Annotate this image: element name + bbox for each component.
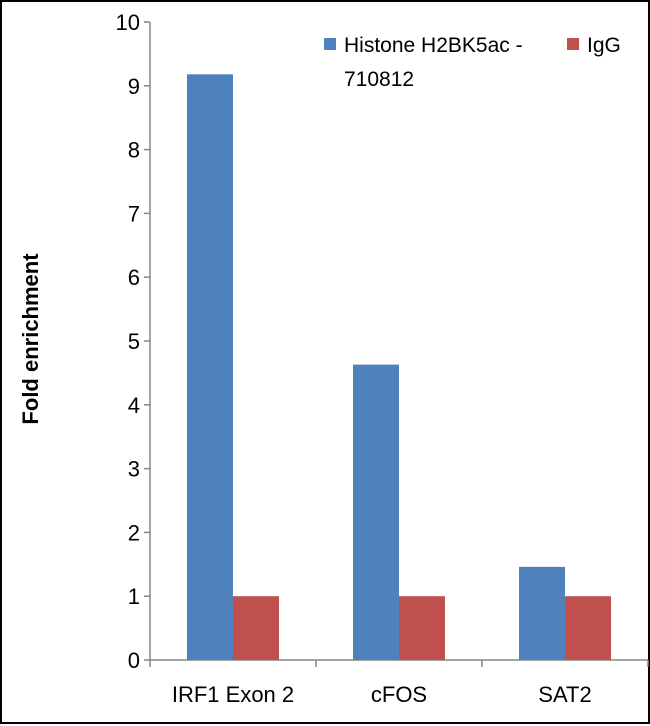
x-tick-label: IRF1 Exon 2 xyxy=(172,682,294,707)
legend-label: 710812 xyxy=(344,68,414,91)
bars xyxy=(187,74,611,661)
y-tick-label: 1 xyxy=(128,584,140,609)
bar-histone-0 xyxy=(187,74,233,661)
x-tick-label: cFOS xyxy=(371,682,427,707)
bar-histone-1 xyxy=(353,364,399,660)
y-tick-label: 2 xyxy=(128,520,140,545)
x-axis: IRF1 Exon 2 cFOS SAT2 xyxy=(149,659,649,707)
bar-igg-2 xyxy=(565,596,611,660)
y-tick-label: 7 xyxy=(128,201,140,226)
y-tick-label: 4 xyxy=(128,393,140,418)
y-axis-label: Fold enrichment xyxy=(18,253,43,425)
legend-swatch xyxy=(324,38,336,50)
x-tick-label: SAT2 xyxy=(538,682,591,707)
y-tick-label: 8 xyxy=(128,138,140,163)
bar-igg-1 xyxy=(399,596,445,660)
y-tick-label: 0 xyxy=(128,648,140,673)
y-tick-label: 3 xyxy=(128,457,140,482)
bar-igg-0 xyxy=(233,596,279,660)
legend: Histone H2BK5ac - 710812 IgG xyxy=(324,34,621,91)
bar-histone-2 xyxy=(519,566,565,660)
legend-label: IgG xyxy=(587,34,621,57)
y-axis: 0 1 2 3 4 5 6 7 8 9 10 xyxy=(116,10,151,673)
legend-swatch xyxy=(567,38,579,50)
y-tick-label: 10 xyxy=(116,10,140,35)
y-tick-label: 5 xyxy=(128,329,140,354)
y-tick-label: 6 xyxy=(128,265,140,290)
legend-label: Histone H2BK5ac - xyxy=(344,34,523,57)
y-tick-label: 9 xyxy=(128,74,140,99)
